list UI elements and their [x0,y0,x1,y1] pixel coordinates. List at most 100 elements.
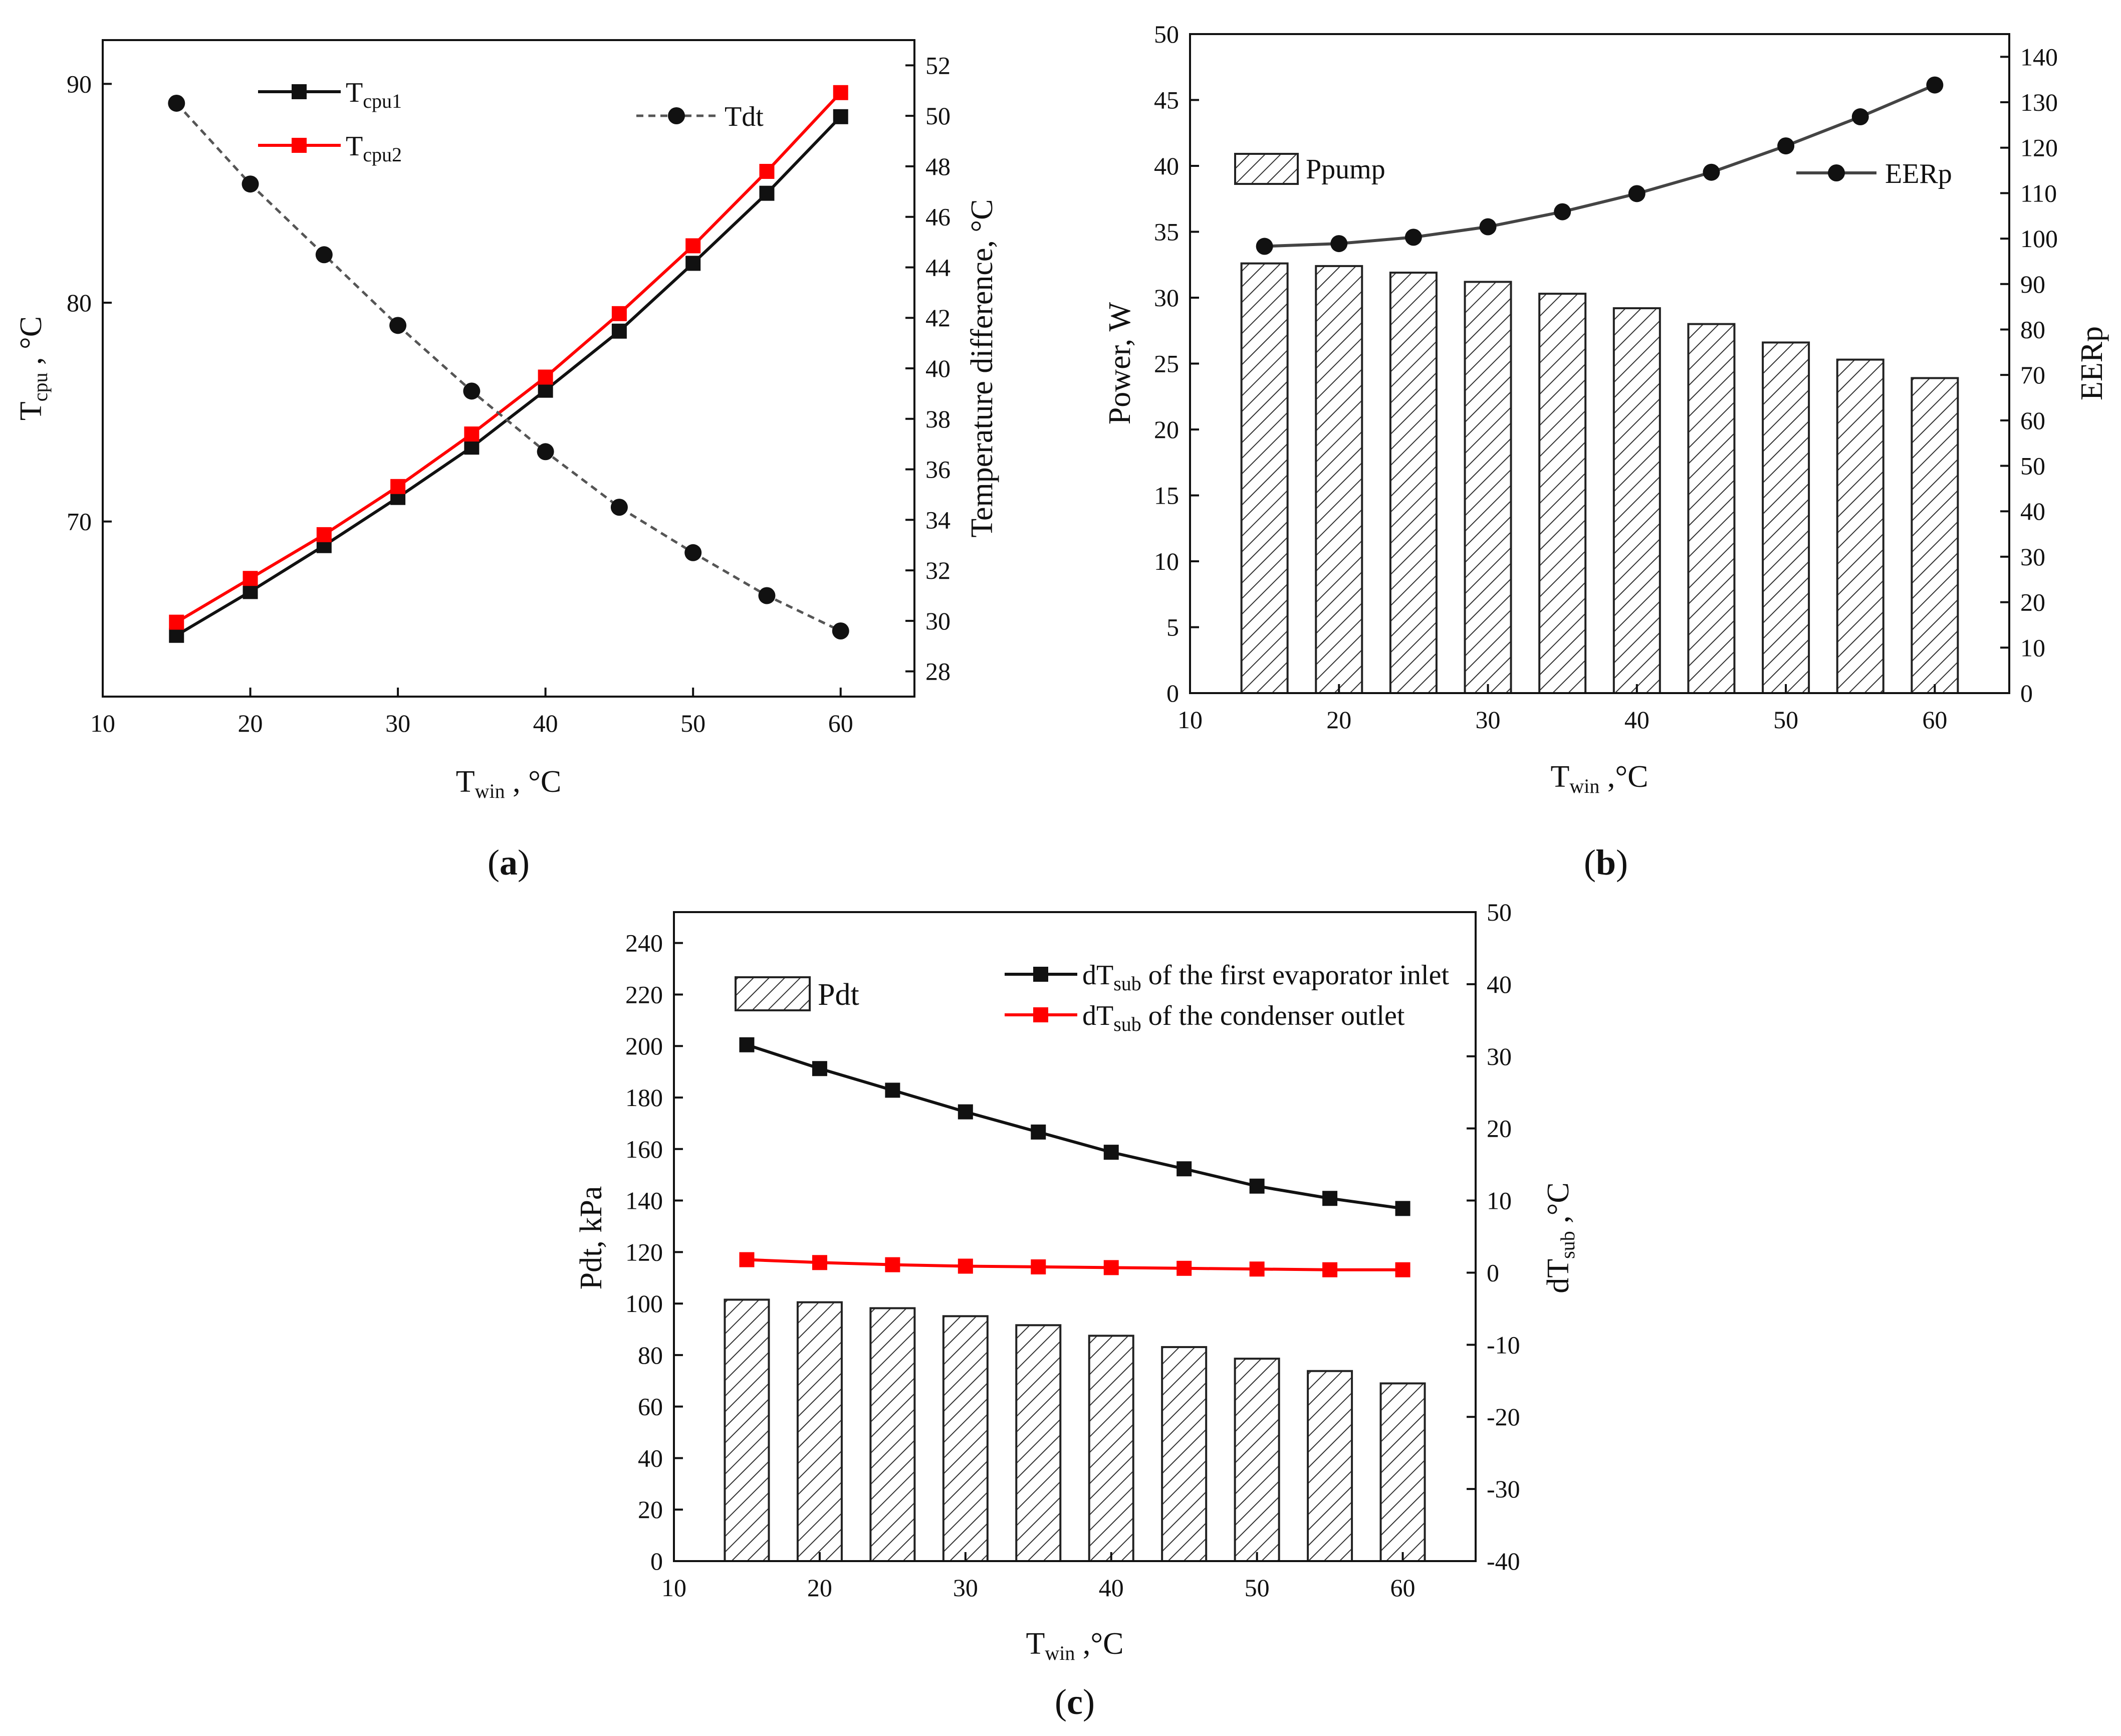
bar-pdt [1307,1370,1353,1562]
y-right-tick-label: 110 [2020,179,2057,207]
bar-pdt [1161,1346,1208,1562]
y-right-tick-label: -20 [1487,1403,1520,1431]
y-right-tick-label: 130 [2020,88,2058,116]
legend-label-eerp: EERp [1885,158,1952,189]
y-right-tick-label: 60 [2020,406,2045,435]
series-line-tdt [175,102,841,632]
y-left-tick-label: 180 [625,1083,663,1112]
x-tick-label: 20 [1326,706,1351,734]
series-line-tcpu2 [175,91,842,624]
point-dtsub-of-the-first-evaporator-inlet [1249,1178,1265,1194]
y-right-tick-label: 30 [1487,1042,1512,1070]
bar-ppump [1836,358,1884,694]
bar-pdt [869,1307,916,1562]
x-tick-label: 50 [680,709,705,737]
y-right-tick-label: 36 [925,456,951,484]
point-tcpu1 [833,109,848,124]
y-left-tick-label: 5 [1166,613,1179,641]
y-right-tick-label: 32 [925,556,951,584]
legend-label-ppump: Ppump [1306,154,1385,185]
x-tick-label: 10 [661,1574,686,1602]
point-tcpu2 [464,426,480,442]
y-right-tick-label: 0 [2020,679,2033,707]
x-tick-label: 10 [1177,706,1203,734]
point-tcpu1 [464,440,480,455]
x-tick-label: 60 [1390,1574,1416,1602]
point-eerp [1628,185,1645,202]
point-dtsub-of-the-condenser-outlet [1249,1261,1265,1277]
bar-pdt [942,1315,989,1563]
y-right-tick-label: 50 [1487,898,1512,926]
panel-b-plot-frame [1189,33,2010,694]
y-left-tick-label: 15 [1154,482,1179,510]
y-left-tick-label: 40 [1154,152,1179,180]
point-dtsub-of-the-condenser-outlet [1176,1260,1192,1276]
y-right-tick-label: 10 [1487,1187,1512,1215]
point-tdt [537,443,554,461]
bar-pdt [1088,1335,1134,1562]
y-left-tick-label: 100 [625,1289,663,1318]
point-eerp [1330,235,1348,253]
panel-a-xlabel: Twin , °C [456,765,562,802]
panel-c-caption: (c) [1055,1682,1095,1722]
y-right-tick-label: 42 [925,304,951,332]
legend-swatch-pdt [735,976,811,1011]
bar-pdt [796,1301,843,1563]
series-line-eerp [1264,83,1936,248]
point-dtsub-of-the-first-evaporator-inlet [1103,1145,1119,1160]
point-tcpu2 [611,306,627,321]
x-tick-label: 10 [90,709,115,737]
y-right-tick-label: 10 [2020,633,2045,662]
point-tcpu2 [243,571,258,586]
y-left-tick-label: 35 [1154,218,1179,246]
point-dtsub-of-the-condenser-outlet [739,1252,755,1267]
point-eerp [1851,108,1869,126]
panel-b-ylabel-left: Power, W [1103,302,1137,424]
point-dtsub-of-the-condenser-outlet [958,1258,973,1274]
point-tcpu2 [685,238,701,254]
panel-a-legend: Tcpu1 Tcpu2 Tdt [258,77,764,166]
point-tcpu2 [169,614,184,630]
point-tcpu1 [611,323,627,339]
y-right-tick-label: -10 [1487,1331,1520,1359]
legend-label-evaporator: dTsub of the first evaporator inlet [1082,960,1449,995]
point-eerp [1404,229,1422,246]
point-tdt [389,317,407,334]
x-tick-label: 30 [1476,706,1501,734]
point-dtsub-of-the-first-evaporator-inlet [1176,1161,1192,1177]
x-tick-label: 40 [533,709,558,737]
legend-marker-tcpu2 [292,138,307,153]
legend-marker-condenser [1033,1007,1048,1022]
point-dtsub-of-the-first-evaporator-inlet [812,1061,827,1076]
legend-label-tdt: Tdt [725,101,764,132]
bar-ppump [1240,262,1289,694]
y-left-tick-label: 240 [625,929,663,957]
x-tick-label: 50 [1245,1574,1270,1602]
y-left-tick-label: 70 [67,508,92,536]
bar-ppump [1389,272,1438,694]
x-tick-label: 30 [953,1574,978,1602]
y-left-tick-label: 80 [67,289,92,317]
y-left-tick-label: 25 [1154,350,1179,378]
y-right-tick-label: 120 [2020,134,2058,162]
y-right-tick-label: 30 [925,607,951,635]
y-left-tick-label: 20 [638,1495,663,1524]
bar-ppump [1687,323,1736,694]
point-tcpu2 [390,479,406,494]
bar-pdt [1234,1358,1280,1562]
y-right-tick-label: 40 [1487,970,1512,998]
y-left-tick-label: 40 [638,1444,663,1472]
x-tick-label: 20 [807,1574,832,1602]
point-eerp [1479,218,1497,236]
point-dtsub-of-the-condenser-outlet [885,1257,900,1272]
y-left-tick-label: 10 [1154,547,1179,575]
x-tick-label: 30 [385,709,410,737]
point-dtsub-of-the-first-evaporator-inlet [739,1037,755,1052]
panel-a-plot-frame [102,39,915,698]
point-dtsub-of-the-first-evaporator-inlet [1322,1191,1338,1206]
y-left-tick-label: 120 [625,1238,663,1266]
panel-b-xlabel: Twin ,°C [1550,760,1648,797]
point-tdt [684,544,702,561]
bar-ppump [1762,341,1810,694]
